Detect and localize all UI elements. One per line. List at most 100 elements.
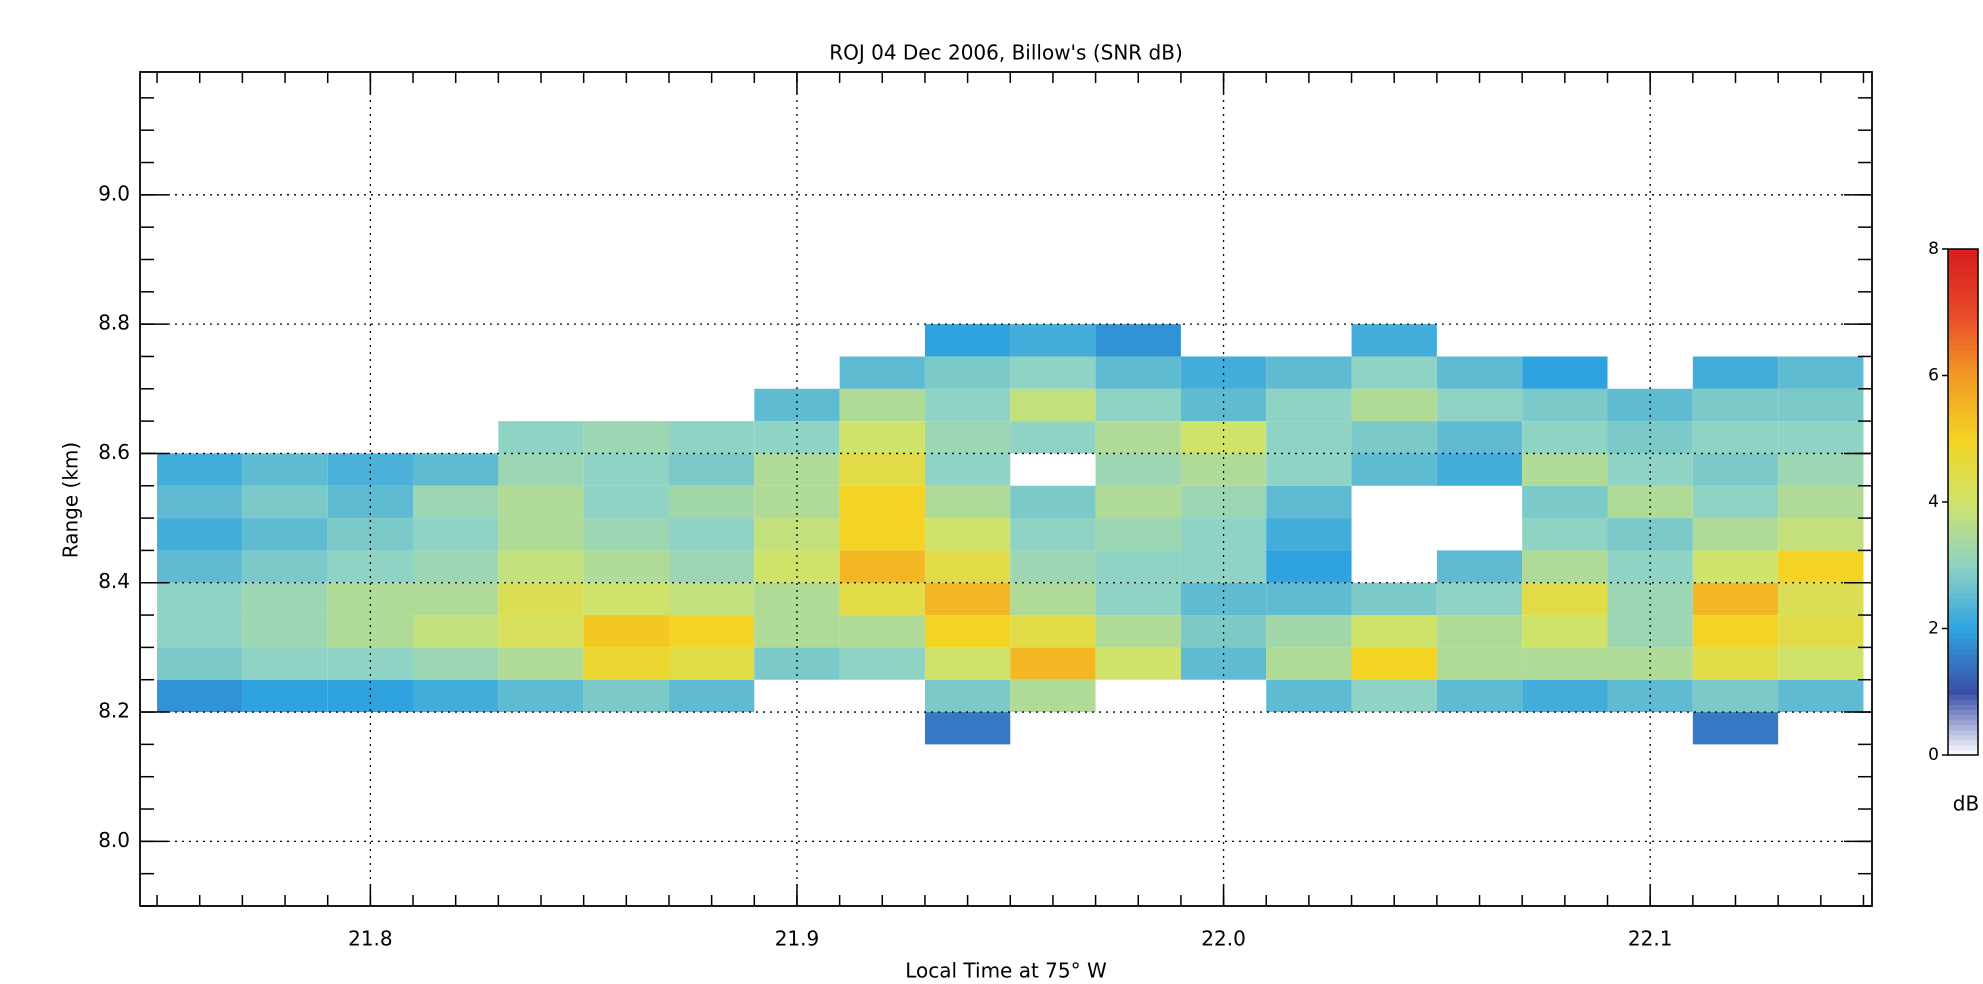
colorbar-tick-label: 0 [1928,745,1939,765]
heat-cell [1692,550,1779,583]
heat-cell [924,356,1011,389]
colorbar-swatch [1948,593,1978,599]
heat-cell [1351,453,1437,486]
colorbar-swatch [1948,249,1978,255]
heat-cell [1010,485,1096,519]
heat-cell [327,615,414,648]
colorbar-swatch [1948,663,1978,670]
heat-cell [924,324,1011,357]
x-axis-label: Local Time at 75° W [905,959,1107,983]
colorbar-swatch [1948,436,1978,442]
colorbar-tick-label: 2 [1928,619,1939,639]
colorbar-swatch [1948,724,1978,731]
heat-cell [1778,582,1864,616]
heat-cell [242,582,328,616]
y-tick-label: 8.2 [98,699,130,723]
heat-cell [668,647,755,680]
colorbar-swatch [1948,350,1978,356]
colorbar-swatch [1948,704,1978,710]
heat-cell [157,485,243,519]
heat-cell [1095,550,1181,583]
colorbar-swatch [1948,441,1978,447]
colorbar-swatch [1948,517,1978,523]
heat-cell [839,453,925,486]
heat-cell [1180,615,1267,648]
heat-cell [1266,421,1352,454]
heat-cell [1522,388,1608,422]
heat-cell [1266,647,1352,680]
colorbar-swatch [1948,370,1978,376]
colorbar-swatch [1948,633,1978,640]
heat-cell [839,615,925,648]
heat-cell [157,647,243,680]
heat-cell [924,679,1011,713]
heat-cell [157,453,243,486]
heat-cell [668,421,755,454]
heat-cell [668,485,755,519]
y-tick-label: 8.8 [98,311,130,335]
colorbar-swatch [1948,562,1978,569]
colorbar-swatch [1948,522,1978,528]
colorbar-swatch [1948,421,1978,427]
colorbar-swatch [1948,719,1978,726]
heat-cell [498,550,584,583]
heat-cell [1692,647,1779,680]
colorbar-tick-label: 8 [1928,239,1939,259]
colorbar-swatch [1948,512,1978,518]
heat-cell [1778,453,1864,486]
colorbar-swatch [1948,405,1978,412]
heat-cell [1436,453,1523,486]
heat-cell [839,550,925,583]
heat-cell [242,679,328,713]
heat-cell [1010,550,1096,583]
heat-cell [1266,615,1352,648]
heat-cell [1010,647,1096,680]
y-tick-label: 8.4 [98,569,130,593]
heat-cell [1522,421,1608,454]
colorbar-swatch [1948,314,1978,321]
colorbar-swatch [1948,608,1978,614]
heat-cell [583,485,669,519]
colorbar-swatch [1948,582,1978,589]
heat-cell [583,421,669,454]
heat-cell [1436,679,1523,713]
colorbar-swatch [1948,269,1978,275]
heat-cell [1778,647,1864,680]
colorbar-swatch [1948,471,1978,478]
colorbar-swatch [1948,598,1978,604]
heat-cell [498,453,584,486]
heat-cell [1180,356,1267,389]
x-tick-label: 22.1 [1628,927,1673,951]
heat-cell [413,453,499,486]
colorbar-swatch [1948,502,1978,508]
colorbar-swatch [1948,744,1978,751]
colorbar-swatch [1948,628,1978,635]
heat-cell [839,485,925,519]
colorbar-swatch [1948,451,1978,457]
heat-cell [1522,485,1608,519]
heat-cell [498,582,584,616]
heat-cell [839,388,925,422]
heat-cell [1095,388,1181,422]
heat-cell [583,518,669,551]
colorbar-swatch [1948,426,1978,432]
heat-cell [157,518,243,551]
heat-cell [1522,615,1608,648]
colorbar-swatch [1948,714,1978,721]
colorbar-swatch [1948,324,1978,331]
colorbar-swatch [1948,274,1978,280]
colorbar-swatch [1948,486,1978,493]
heat-cell [1692,712,1779,745]
heat-cell [1692,421,1779,454]
colorbar-swatch [1948,588,1978,594]
heat-cell [1266,453,1352,486]
colorbar-swatch [1948,674,1978,680]
heat-cell [924,550,1011,583]
heat-cell [413,550,499,583]
heat-cell [498,615,584,648]
heat-cell [1095,324,1181,357]
heat-cell [242,615,328,648]
heat-cell [668,615,755,648]
x-tick-label: 21.8 [348,927,393,951]
colorbar-swatch [1948,415,1978,422]
